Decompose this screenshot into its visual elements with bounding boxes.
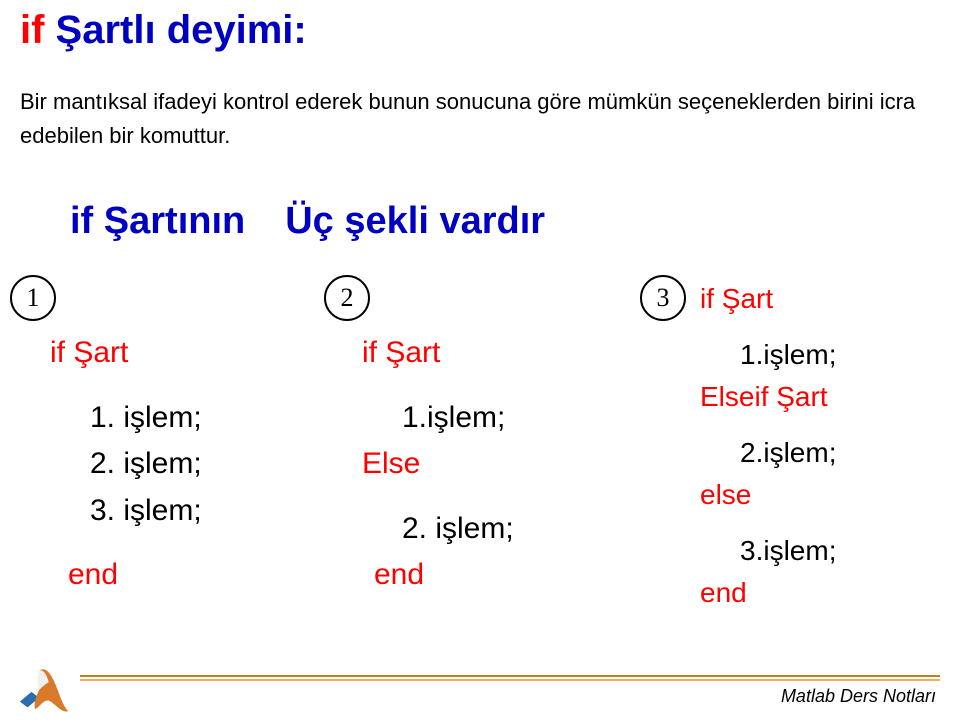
col3-line2: 1.işlem;: [700, 334, 960, 376]
col2-line2: 1.işlem;: [362, 395, 622, 442]
col1-line3: 2. işlem;: [50, 441, 310, 488]
variant-badge-1: 1: [10, 275, 56, 321]
slide: if Şartlı deyimi: Bir mantıksal ifadeyi …: [0, 0, 960, 723]
footer-text: Matlab Ders Notları: [781, 686, 936, 707]
description-text: Bir mantıksal ifadeyi kontrol ederek bun…: [20, 85, 920, 153]
col3-else: else: [700, 474, 960, 516]
subtitle-part2: Üç şekli vardır: [285, 200, 545, 242]
subtitle-part1: if Şartının: [70, 200, 245, 242]
col1-line4: 3. işlem;: [50, 488, 310, 535]
col1-line1: if Şart: [50, 330, 310, 377]
col3-line4: 2.işlem;: [700, 432, 960, 474]
footer-divider: [80, 675, 940, 677]
code-variant-3: if Şart 1.işlem; Elseif Şart 2.işlem; el…: [700, 278, 960, 614]
variant-badge-3: 3: [640, 275, 686, 321]
col3-elseif: Elseif Şart: [700, 376, 960, 418]
subtitle: if Şartının Üç şekli vardır: [70, 200, 545, 243]
code-variant-1: if Şart 1. işlem; 2. işlem; 3. işlem; en…: [50, 330, 310, 599]
variant-badge-2: 2: [324, 275, 370, 321]
col2-line4: 2. işlem;: [362, 506, 622, 553]
col2-line1: if Şart: [362, 330, 622, 377]
col1-end: end: [50, 552, 310, 599]
slide-title: if Şartlı deyimi:: [20, 8, 307, 53]
col2-else: Else: [362, 441, 622, 488]
col3-end: end: [700, 572, 960, 614]
matlab-logo-icon: [14, 663, 72, 717]
col2-end: end: [362, 552, 622, 599]
col3-line1: if Şart: [700, 278, 960, 320]
col1-line2: 1. işlem;: [50, 395, 310, 442]
col3-line6: 3.işlem;: [700, 530, 960, 572]
title-rest: Şartlı deyimi:: [44, 8, 306, 52]
title-keyword: if: [20, 8, 44, 52]
code-variant-2: if Şart 1.işlem; Else 2. işlem; end: [362, 330, 622, 599]
